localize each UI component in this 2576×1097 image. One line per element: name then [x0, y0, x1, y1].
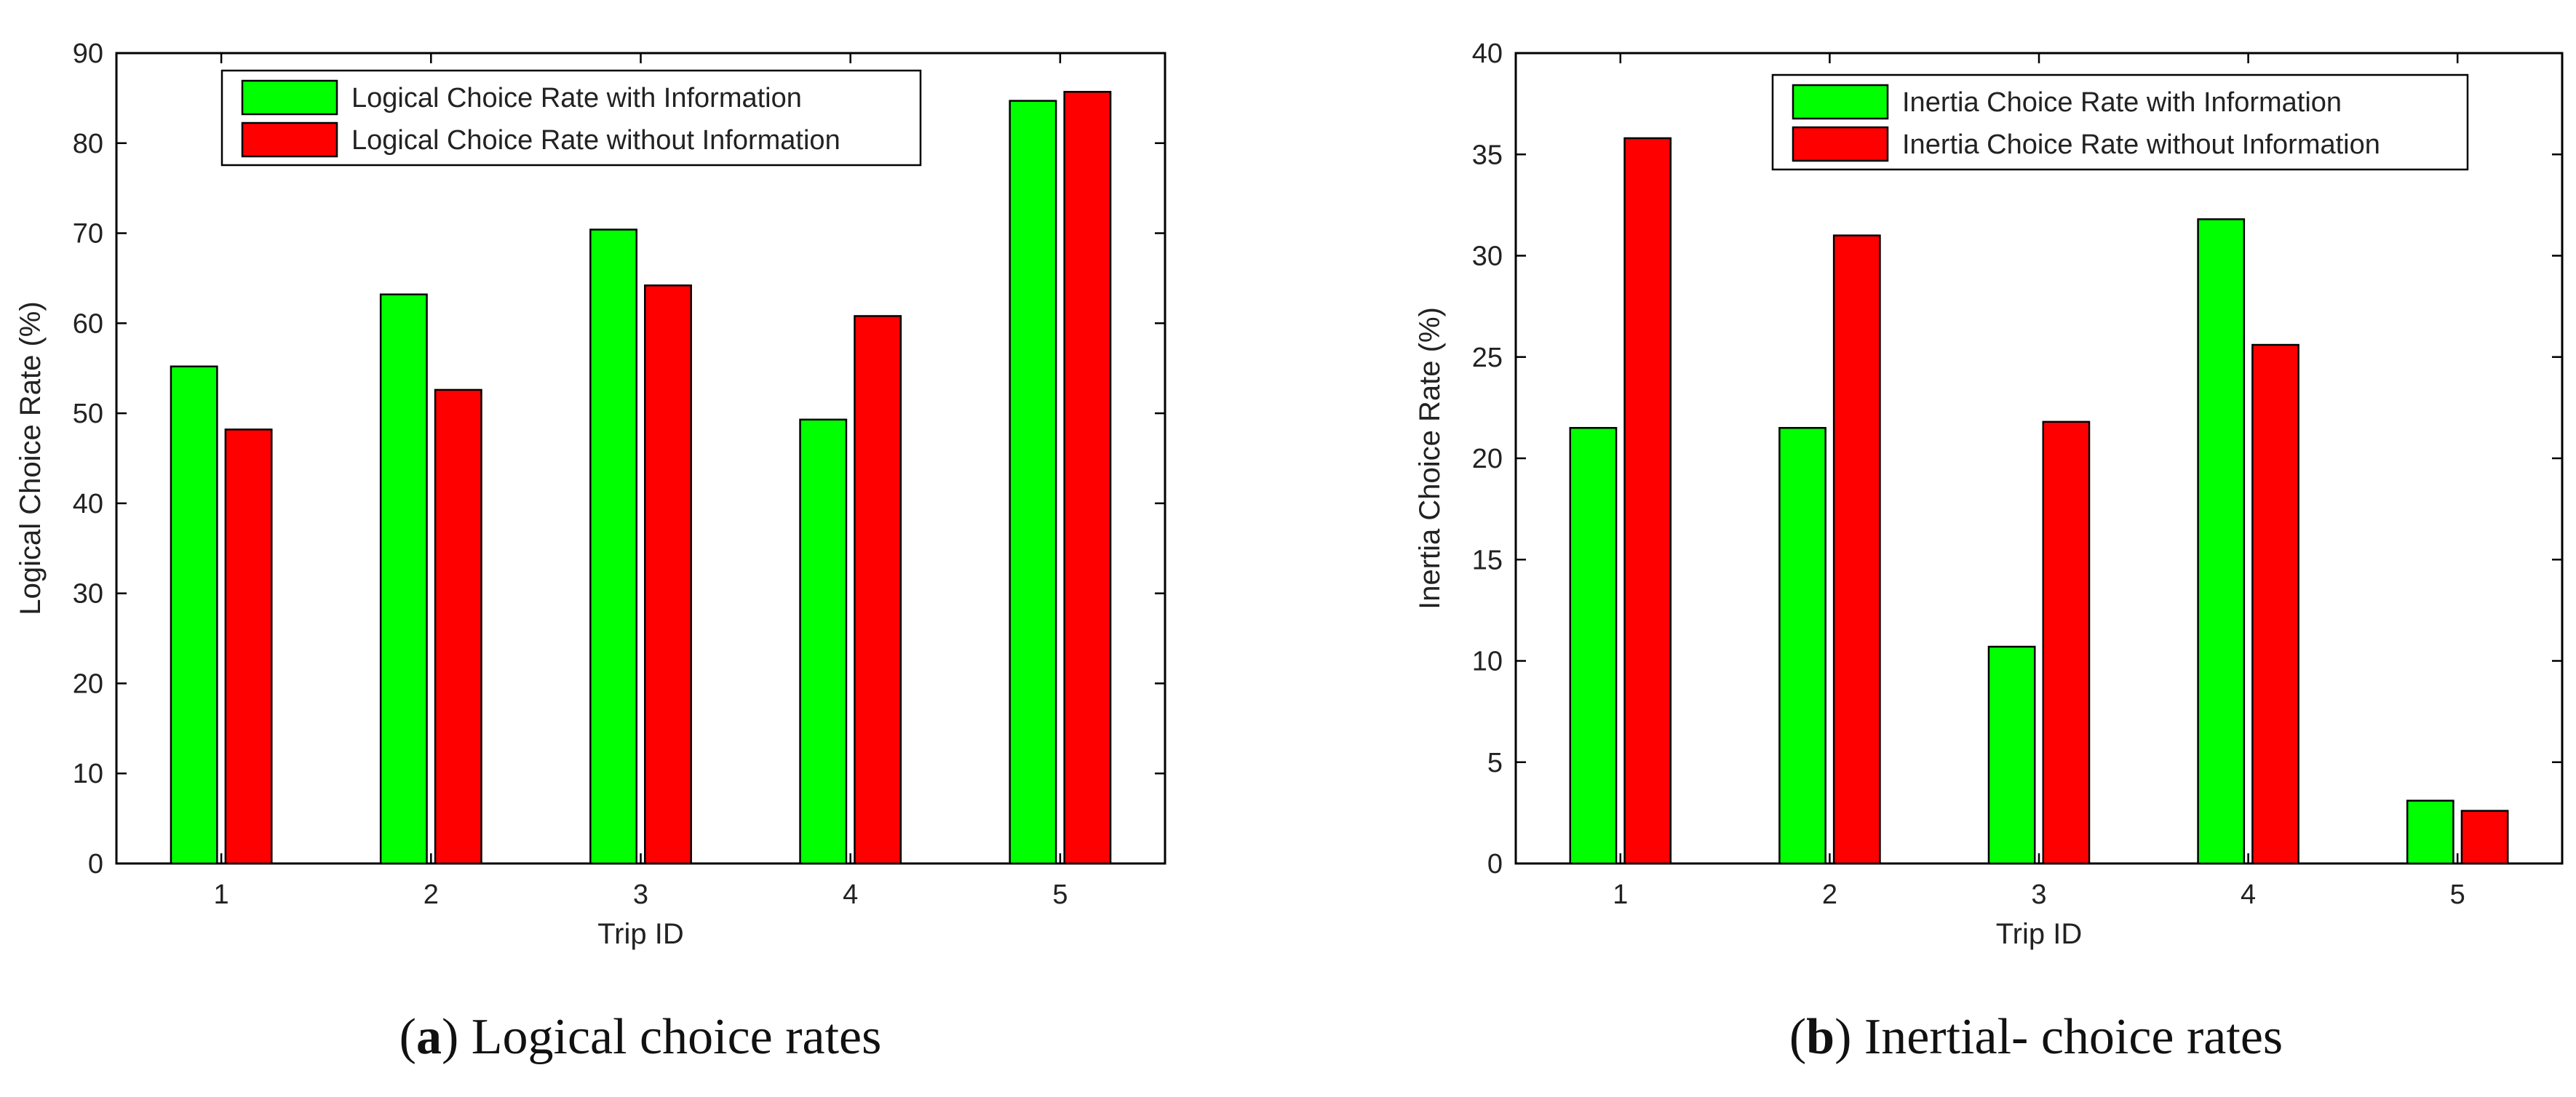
bar-with-info-trip-1: [170, 365, 218, 865]
plot-frame: [1514, 52, 2564, 865]
legend-swatch: [1792, 126, 1889, 162]
bar-with-info-trip-1: [1569, 426, 1618, 865]
caption-letter: b: [1806, 1009, 1834, 1065]
caption-letter: a: [416, 1009, 442, 1065]
bar-with-info-trip-4: [2197, 218, 2246, 865]
x-axis-label: Trip ID: [1996, 918, 2083, 950]
y-tick-label: 10: [1472, 647, 1503, 677]
legend-swatch: [1792, 84, 1889, 120]
y-tick-label: 20: [73, 669, 103, 699]
x-tick-label: 3: [633, 879, 648, 910]
bar-with-info-trip-2: [379, 293, 428, 865]
legend-swatch: [241, 79, 338, 116]
bar-with-info-trip-5: [1009, 100, 1057, 865]
figure-caption: (b) Inertial- choice rates: [1789, 1009, 2283, 1065]
bar-without-info-trip-1: [1623, 137, 1672, 865]
x-tick-label: 3: [2031, 879, 2046, 910]
y-tick-label: 0: [88, 849, 103, 879]
bar-without-info-trip-2: [1832, 234, 1881, 865]
y-tick-label: 90: [73, 39, 103, 69]
bar-without-info-trip-4: [2251, 343, 2299, 865]
x-tick-label: 5: [1052, 879, 1068, 910]
bar-without-info-trip-5: [1063, 90, 1112, 865]
chart-a: 0 10 20 30 40 50 60 70 80 90 1 2 3 4 5 Trip ID Logical C…: [15, 39, 1166, 1065]
legend-box: [220, 69, 922, 167]
bar-with-info-trip-3: [589, 228, 637, 865]
legend-label: Logical Choice Rate with Information: [351, 83, 802, 113]
y-tick-label: 30: [1472, 242, 1503, 272]
y-tick-label: 50: [73, 399, 103, 429]
plot-frame: [115, 52, 1166, 865]
y-tick-label: 80: [73, 129, 103, 159]
bar-with-info-trip-2: [1778, 426, 1826, 865]
y-tick-label: 5: [1487, 748, 1503, 778]
legend-swatch: [241, 121, 338, 158]
chart-b: 0 5 10 15 20 25 30 35 40 1 2 3 4 5 Trip ID Inertia Choi…: [1414, 39, 2564, 1065]
legend: Inertia Choice Rate with Information Iner…: [1771, 73, 2469, 171]
bar-without-info-trip-4: [854, 315, 902, 865]
x-tick-label: 2: [424, 879, 439, 910]
y-tick-label: 30: [73, 579, 103, 610]
x-tick-label: 4: [2241, 879, 2256, 910]
y-tick-label: 0: [1487, 849, 1503, 879]
legend-label: Logical Choice Rate without Information: [351, 125, 840, 156]
y-tick-label: 70: [73, 219, 103, 250]
x-tick-label: 2: [1822, 879, 1837, 910]
y-tick-label: 15: [1472, 545, 1503, 575]
y-tick-label: 10: [73, 759, 103, 789]
y-axis-label: Inertia Choice Rate (%): [1414, 307, 1446, 610]
y-tick-label: 40: [73, 489, 103, 519]
x-axis-label: Trip ID: [597, 918, 684, 950]
x-tick-label: 4: [843, 879, 858, 910]
legend-label: Inertia Choice Rate without Information: [1902, 129, 2380, 160]
bar-with-info-trip-4: [799, 418, 848, 865]
legend-label: Inertia Choice Rate with Information: [1902, 87, 2342, 118]
bar-with-info-trip-5: [2406, 799, 2454, 865]
y-tick-label: 35: [1472, 140, 1503, 170]
y-tick-label: 40: [1472, 39, 1503, 69]
bar-without-info-trip-3: [2042, 420, 2091, 865]
y-tick-label: 20: [1472, 444, 1503, 474]
legend: Logical Choice Rate with Information Logi…: [220, 69, 922, 167]
bar-with-info-trip-3: [1987, 645, 2036, 865]
x-tick-label: 5: [2450, 879, 2465, 910]
bar-without-info-trip-5: [2460, 810, 2509, 865]
y-tick-label: 60: [73, 308, 103, 339]
bar-without-info-trip-3: [644, 284, 692, 865]
x-tick-label: 1: [1613, 879, 1628, 910]
y-tick-label: 25: [1472, 343, 1503, 373]
bar-without-info-trip-1: [224, 428, 273, 865]
x-tick-label: 1: [214, 879, 229, 910]
bar-without-info-trip-2: [434, 388, 482, 865]
y-axis-label: Logical Choice Rate (%): [15, 301, 47, 615]
figure-caption: (a) Logical choice rates: [399, 1009, 882, 1065]
